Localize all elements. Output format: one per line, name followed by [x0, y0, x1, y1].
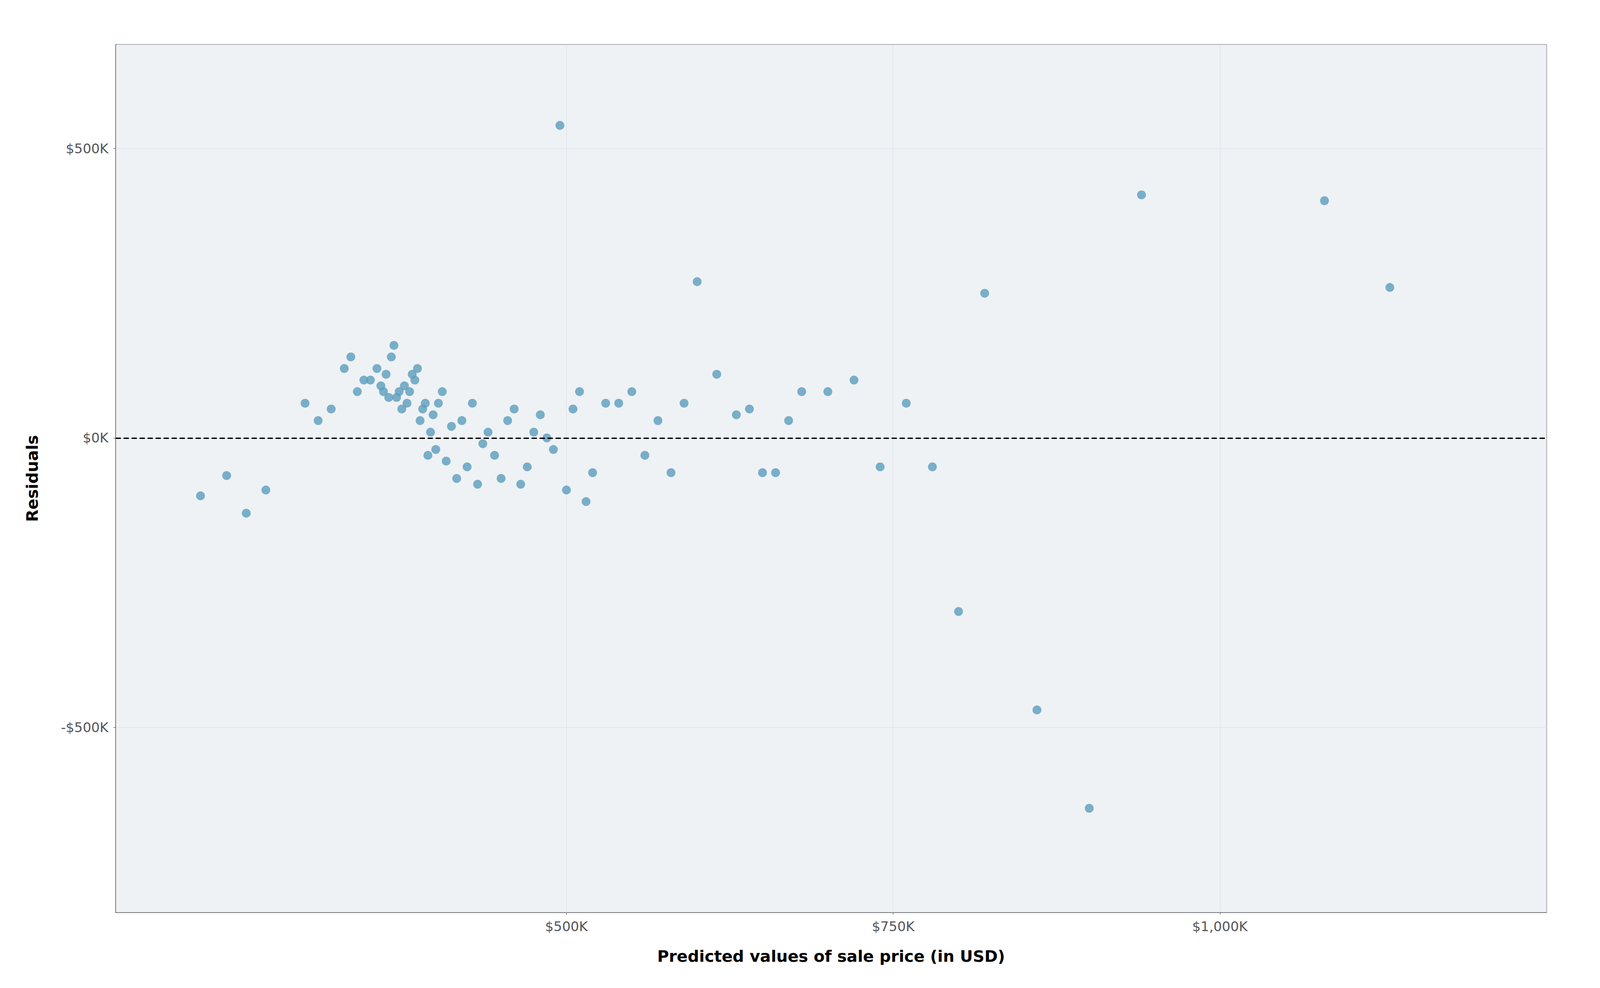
svg-text:$750K: $750K — [872, 919, 916, 935]
svg-text:Predicted values of sale price: Predicted values of sale price (in USD) — [657, 947, 1006, 966]
svg-text:$0K: $0K — [82, 430, 109, 446]
svg-text:$1,000K: $1,000K — [1192, 919, 1249, 935]
svg-text:$500K: $500K — [65, 140, 109, 157]
svg-text:-$500K: -$500K — [60, 720, 109, 736]
svg-text:Residuals: Residuals — [23, 435, 42, 522]
svg-text:$500K: $500K — [545, 919, 589, 935]
